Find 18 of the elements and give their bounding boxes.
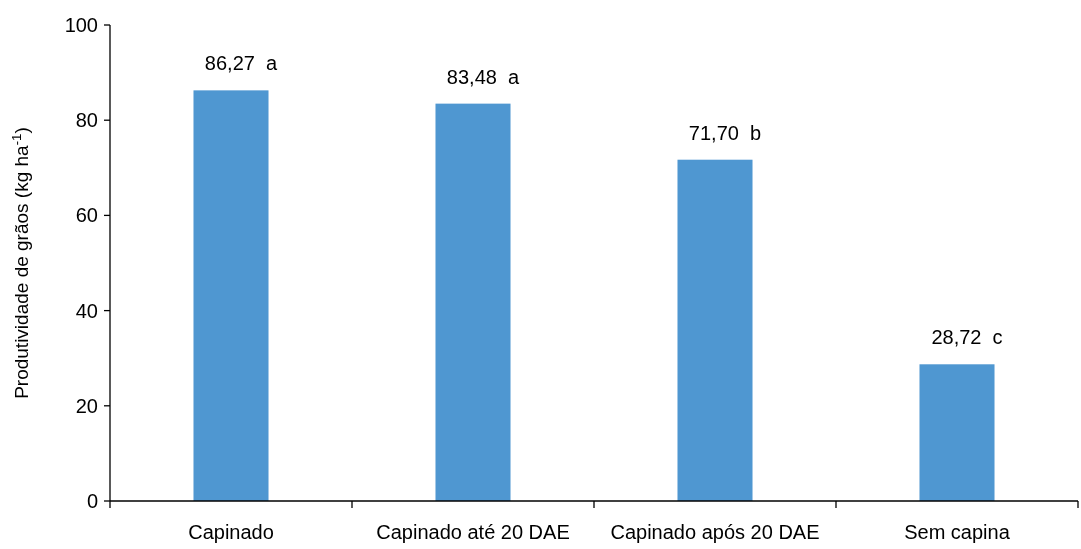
x-tick-label: Sem capina xyxy=(904,521,1011,543)
x-tick-label: Capinado xyxy=(188,521,274,543)
y-tick-label: 0 xyxy=(86,490,98,512)
x-tick-label: Capinado após 20 DAE xyxy=(610,521,820,543)
bar xyxy=(919,364,995,501)
y-tick-label: 40 xyxy=(75,299,98,322)
bar xyxy=(435,103,511,501)
data-label: 28,72 c xyxy=(931,326,1003,349)
x-tick-label: Capinado até 20 DAE xyxy=(376,521,570,543)
data-label: 83,48 a xyxy=(446,65,521,88)
data-label: 71,70 b xyxy=(688,121,762,144)
y-tick-label: 60 xyxy=(75,204,98,227)
bar xyxy=(193,90,269,501)
bar xyxy=(677,159,753,501)
y-tick-label: 20 xyxy=(75,394,98,417)
y-tick-label: 80 xyxy=(75,109,98,132)
y-tick-label: 100 xyxy=(64,14,98,36)
data-label: 86,27 a xyxy=(204,52,279,75)
